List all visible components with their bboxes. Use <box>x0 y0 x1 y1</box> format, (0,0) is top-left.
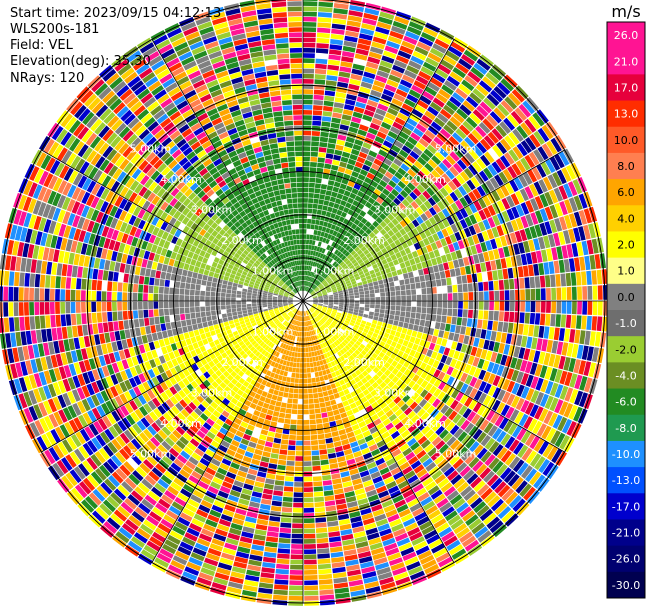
colorbar-swatch <box>607 336 645 363</box>
colorbar-tick-label: -17.0 <box>612 500 640 513</box>
ring-label: 4.00km <box>160 173 202 186</box>
colorbar-swatch <box>607 571 645 599</box>
ring-label: 2.00km <box>343 356 385 369</box>
ring-label: 2.00km <box>343 234 385 247</box>
ring-label: 4.00km <box>404 173 446 186</box>
colorbar-tick-label: 26.0 <box>614 29 639 42</box>
colorbar-tick-label: -10.0 <box>612 448 640 461</box>
colorbar-tick-label: 4.0 <box>617 212 635 225</box>
colorbar-tick-label: -6.0 <box>615 396 636 409</box>
colorbar-swatch <box>607 126 645 154</box>
colorbar-swatch <box>607 179 645 206</box>
colorbar-swatch <box>607 440 645 468</box>
field-label: Field: VEL <box>10 38 73 53</box>
colorbar-unit: m/s <box>611 2 640 21</box>
azimuth-spoke <box>151 300 304 563</box>
azimuth-spoke <box>302 39 455 302</box>
colorbar-swatch <box>607 231 645 259</box>
colorbar-swatch <box>607 74 645 102</box>
azimuth-spoke <box>302 300 455 563</box>
colorbar-tick-label: 6.0 <box>617 186 635 199</box>
colorbar-tick-label: -4.0 <box>615 369 636 382</box>
colorbar-tick-label: -21.0 <box>612 527 640 540</box>
colorbar-tick-label: -13.0 <box>612 474 640 487</box>
ring-label: 5.00km <box>435 142 477 155</box>
colorbar-tick-label: 8.0 <box>617 160 635 173</box>
velocity-field <box>0 0 608 606</box>
ring-label: 4.00km <box>404 417 446 430</box>
colorbar-swatch <box>607 362 645 390</box>
colorbar-swatch <box>607 257 645 285</box>
colorbar-tick-label: -8.0 <box>615 422 636 435</box>
azimuth-spoke <box>151 39 304 302</box>
ring-label: 5.00km <box>130 448 172 461</box>
colorbar-tick-label: -30.0 <box>612 579 640 592</box>
ring-label: 4.00km <box>160 417 202 430</box>
ring-label: 1.00km <box>313 326 355 339</box>
colorbar-tick-label: 13.0 <box>614 108 639 121</box>
colorbar-frame <box>606 21 646 599</box>
colorbar-tick-label: 10.0 <box>614 134 639 147</box>
colorbar-tick-label: 1.0 <box>617 265 635 278</box>
ring-labels: 1.00km 1.00km 1.00km 1.00km 2.00km 2.00km 2.00… <box>130 142 477 460</box>
ring-label: 2.00km <box>221 234 263 247</box>
colorbar-swatch <box>607 414 645 442</box>
ring-label: 3.00km <box>191 203 233 216</box>
colorbar-swatch <box>607 519 645 547</box>
ring-label: 5.00km <box>435 448 477 461</box>
colorbar-tick-label: 17.0 <box>614 81 639 94</box>
colorbar-swatch <box>607 22 645 49</box>
colorbar-swatch <box>607 467 645 494</box>
colorbar-tick-label: -1.0 <box>615 317 636 330</box>
colorbar-tick-label: -26.0 <box>612 553 640 566</box>
azimuth-spokes <box>1 0 605 603</box>
azimuth-spoke <box>41 149 304 302</box>
colorbar-swatch <box>607 205 645 232</box>
colorbar-tick-label: 21.0 <box>614 55 639 68</box>
colorbar-tick-label: 2.0 <box>617 239 635 252</box>
colorbar-swatch <box>607 152 645 180</box>
colorbar-swatch <box>607 283 645 311</box>
ring-label: 1.00km <box>252 326 294 339</box>
colorbar-swatch <box>607 100 645 128</box>
colorbar-swatch <box>607 48 645 75</box>
ring-label: 5.00km <box>130 142 172 155</box>
azimuth-spoke <box>41 300 304 453</box>
colorbar-tick-label: -2.0 <box>615 343 636 356</box>
colorbar-tick-label: 0.0 <box>617 291 635 304</box>
start-time-label: Start time: 2023/09/15 04:12:13 <box>10 6 222 21</box>
ring-label: 3.00km <box>374 203 416 216</box>
colorbar-swatch <box>607 493 645 520</box>
ring-label: 1.00km <box>252 264 294 277</box>
instrument-label: WLS200s-181 <box>10 22 100 37</box>
ring-label: 3.00km <box>191 387 233 400</box>
nrays-label: NRays: 120 <box>10 71 85 86</box>
colorbar-swatch <box>607 545 645 573</box>
elevation-label: Elevation(deg): 35.30 <box>10 54 151 69</box>
azimuth-spoke <box>302 149 565 302</box>
ring-label: 1.00km <box>313 264 355 277</box>
ring-label: 3.00km <box>374 387 416 400</box>
azimuth-spoke <box>302 300 565 453</box>
colorbar-swatch <box>607 310 645 337</box>
colorbar-swatch <box>607 388 645 416</box>
ring-label: 2.00km <box>221 356 263 369</box>
